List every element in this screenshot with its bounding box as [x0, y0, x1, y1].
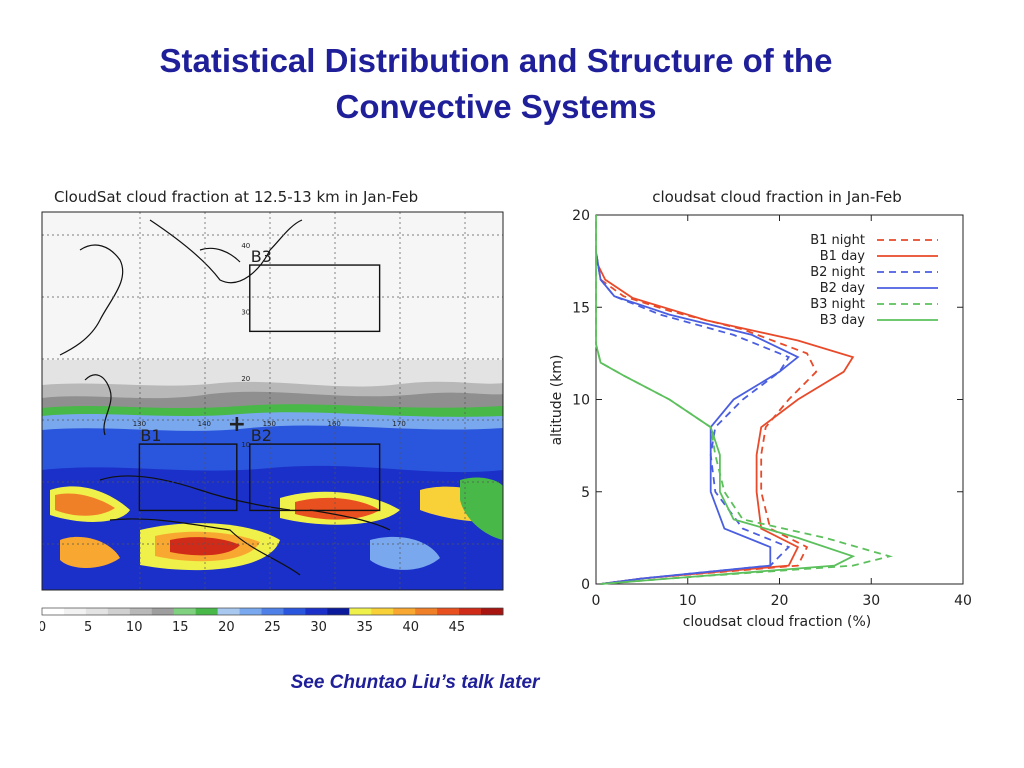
map-lon-tick-label: 160: [327, 420, 340, 428]
colorbar-swatch: [283, 608, 306, 615]
map-lat-ticks: 40 30 20 10: [241, 242, 250, 449]
profile-plot-area: [595, 214, 964, 585]
map-plus-marker: +: [228, 412, 246, 437]
profile-x-tick-label: 30: [862, 593, 880, 609]
map-region-boxes: B1 B2 B3: [138, 247, 381, 512]
map-lat-tick-label: 20: [241, 375, 250, 383]
colorbar-swatch: [415, 608, 438, 615]
colorbar-swatch: [437, 608, 460, 615]
colorbar-swatch: [261, 608, 284, 615]
map-box-b3: [249, 264, 381, 333]
profile-y-tick-label: 10: [572, 393, 590, 409]
map-title: CloudSat cloud fraction at 12.5-13 km in…: [54, 188, 418, 206]
map-colorbar-ticks: 0 5 10 15 20 25 30 35 40 45: [40, 620, 465, 635]
profile-y-tick-label: 15: [572, 300, 590, 316]
profile-x-tick-label: 40: [954, 593, 972, 609]
profile-series-lines: [595, 215, 894, 585]
slide-title-line1: Statistical Distribution and Structure o…: [159, 42, 833, 79]
profile-y-tick-label: 5: [581, 485, 590, 501]
colorbar-swatch: [129, 608, 153, 615]
legend-label: B2 night: [810, 265, 865, 280]
colorbar-swatch: [481, 608, 504, 615]
legend-label: B3 night: [810, 297, 865, 312]
map-lat-tick-label: 30: [241, 308, 250, 316]
series-line-b1-night: [595, 251, 818, 585]
colorbar-swatch: [42, 608, 65, 615]
map-box-label: B1: [140, 426, 161, 445]
colorbar-tick-label: 10: [126, 620, 143, 635]
map-lon-ticks: 130 140 150 160 170: [133, 420, 406, 428]
colorbar-tick-label: 5: [84, 620, 92, 635]
colorbar-frame: [41, 607, 504, 616]
colorbar-swatch: [349, 608, 372, 615]
cloud-fraction-profile-chart: cloudsat cloud fraction in Jan-Feb 0 10 20…: [549, 188, 972, 630]
map-colorbar: [41, 607, 504, 616]
colorbar-swatch: [195, 608, 219, 615]
legend-label: B1 night: [810, 233, 865, 248]
map-box-label: B2: [251, 426, 272, 445]
series-line-b1-day: [595, 260, 855, 585]
series-line-b2-day: [595, 251, 800, 585]
footnote: See Chuntao Liu’s talk later: [290, 672, 540, 693]
legend-label: B2 day: [820, 281, 866, 296]
map-box-b2: [249, 443, 381, 512]
colorbar-swatch: [327, 608, 350, 615]
colorbar-swatch: [217, 608, 241, 615]
profile-title: cloudsat cloud fraction in Jan-Feb: [652, 188, 902, 206]
slide-title: Statistical Distribution and Structure o…: [60, 38, 932, 130]
profile-x-label: cloudsat cloud fraction (%): [683, 614, 872, 630]
colorbar-tick-label: 0: [40, 620, 46, 635]
colorbar-swatch: [371, 608, 394, 615]
profile-y-label: altitude (km): [549, 355, 565, 446]
profile-y-tick-label: 20: [572, 208, 590, 224]
map-lat-tick-label: 40: [241, 242, 250, 250]
colorbar-tick-label: 15: [172, 620, 189, 635]
map-box-b1: [138, 443, 238, 512]
colorbar-tick-label: 35: [356, 620, 373, 635]
colorbar-tick-label: 45: [449, 620, 466, 635]
map-lat-tick-label: 10: [241, 441, 250, 449]
profile-x-ticks: 0 10 20 30 40: [592, 215, 972, 609]
colorbar-swatch: [393, 608, 416, 615]
colorbar-tick-label: 40: [403, 620, 420, 635]
colorbar-tick-label: 25: [264, 620, 281, 635]
colorbar-swatch: [85, 608, 109, 615]
profile-x-tick-label: 10: [679, 593, 697, 609]
colorbar-tick-label: 30: [310, 620, 327, 635]
map-lon-tick-label: 140: [198, 420, 211, 428]
map-lon-tick-label: 130: [133, 420, 146, 428]
map-box-label: B3: [251, 247, 272, 266]
cloud-fraction-map: CloudSat cloud fraction at 12.5-13 km in…: [40, 188, 504, 635]
series-line-b2-night: [595, 251, 791, 585]
slide-title-line2: Convective Systems: [335, 88, 657, 125]
colorbar-swatch: [305, 608, 328, 615]
map-lon-tick-label: 150: [263, 420, 276, 428]
colorbar-swatch: [173, 608, 197, 615]
profile-y-ticks: 0 5 10 15 20: [572, 208, 963, 593]
cloud-fraction-map-panel: CloudSat cloud fraction at 12.5-13 km in…: [40, 180, 510, 640]
profile-x-tick-label: 20: [771, 593, 789, 609]
profile-y-tick-label: 0: [581, 577, 590, 593]
colorbar-swatch: [63, 608, 87, 615]
legend-label: B1 day: [820, 249, 866, 264]
map-lon-tick-label: 170: [392, 420, 405, 428]
colorbar-swatch: [107, 608, 131, 615]
colorbar-tick-label: 20: [218, 620, 235, 635]
legend-label: B3 day: [820, 313, 866, 328]
colorbar-swatch: [151, 608, 175, 615]
cloud-fraction-profile-panel: cloudsat cloud fraction in Jan-Feb 0 10 20…: [545, 180, 985, 630]
colorbar-swatch: [459, 608, 482, 615]
profile-x-tick-label: 0: [592, 593, 601, 609]
colorbar-swatch: [239, 608, 263, 615]
series-line-b3-day: [595, 215, 856, 585]
